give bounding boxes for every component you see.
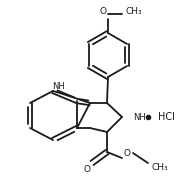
Text: O: O bbox=[83, 165, 90, 174]
Text: CH₃: CH₃ bbox=[126, 6, 143, 15]
Text: NH: NH bbox=[52, 82, 64, 91]
Text: NH: NH bbox=[133, 112, 146, 122]
Text: O: O bbox=[100, 6, 107, 15]
Text: HCl: HCl bbox=[158, 112, 175, 122]
Text: O: O bbox=[124, 148, 130, 158]
Text: CH₃: CH₃ bbox=[152, 163, 169, 172]
